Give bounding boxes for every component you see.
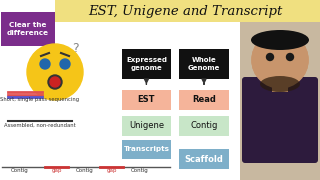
Bar [179,116,229,136]
Circle shape [252,32,308,88]
Text: Assembled, non-redundant: Assembled, non-redundant [4,123,76,128]
Bar [179,90,229,110]
Text: ?: ? [72,42,78,55]
Circle shape [40,59,50,69]
Bar [122,140,171,159]
Circle shape [60,59,70,69]
Text: Clear the
difference: Clear the difference [7,22,49,36]
Text: Contig: Contig [76,168,94,173]
Text: Scaffold: Scaffold [185,155,223,164]
Text: Whole
Genome: Whole Genome [188,57,220,71]
Text: Contig: Contig [190,122,218,130]
Circle shape [50,77,60,87]
Bar [179,49,229,79]
Circle shape [48,75,62,89]
Bar [122,90,171,110]
Text: gap: gap [107,168,117,173]
Text: gap: gap [52,168,62,173]
Text: Contig: Contig [11,168,29,173]
Text: Transcripts: Transcripts [124,146,169,152]
FancyBboxPatch shape [242,77,318,163]
Text: Expressed
genome: Expressed genome [126,57,167,71]
Text: EST, Unigene and Transcript: EST, Unigene and Transcript [88,4,282,17]
Circle shape [27,44,83,100]
Ellipse shape [251,30,309,50]
Bar [240,22,320,180]
Text: Contig: Contig [131,168,149,173]
Text: EST: EST [138,95,155,104]
Bar [179,149,229,169]
Text: Short, single pass sequencing: Short, single pass sequencing [0,97,80,102]
Ellipse shape [260,76,300,92]
Bar [122,49,171,79]
Text: Unigene: Unigene [129,122,164,130]
FancyBboxPatch shape [1,12,55,46]
Circle shape [252,32,308,88]
Text: Read: Read [192,95,216,104]
Bar [122,116,171,136]
Circle shape [267,53,274,60]
Circle shape [286,53,293,60]
Bar [272,76,288,92]
Bar [55,0,320,22]
